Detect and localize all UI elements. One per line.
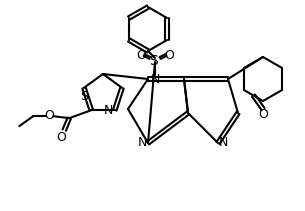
Text: N: N — [138, 137, 147, 150]
Text: O: O — [44, 109, 54, 122]
Text: O: O — [164, 49, 174, 61]
Text: S: S — [149, 54, 157, 68]
Text: S: S — [80, 90, 88, 103]
Text: N: N — [103, 104, 113, 117]
Text: O: O — [136, 49, 146, 61]
Text: N: N — [219, 137, 228, 150]
Text: O: O — [56, 131, 66, 144]
Text: O: O — [258, 107, 268, 120]
Text: N: N — [150, 73, 160, 85]
